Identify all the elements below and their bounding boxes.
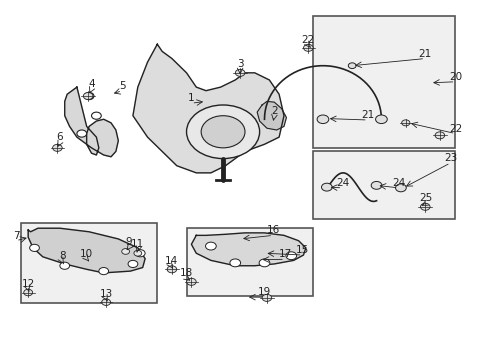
Text: 17: 17 bbox=[278, 249, 292, 259]
Circle shape bbox=[52, 144, 62, 151]
Circle shape bbox=[92, 112, 101, 119]
Text: 24: 24 bbox=[392, 178, 405, 188]
Text: 23: 23 bbox=[444, 153, 457, 163]
Text: 8: 8 bbox=[59, 251, 66, 261]
Text: 21: 21 bbox=[361, 110, 374, 120]
Text: 25: 25 bbox=[419, 193, 433, 203]
Text: 9: 9 bbox=[126, 237, 132, 247]
Text: 3: 3 bbox=[237, 59, 244, 69]
Text: 1: 1 bbox=[188, 93, 195, 103]
Text: 20: 20 bbox=[449, 72, 462, 82]
Circle shape bbox=[435, 132, 444, 139]
Circle shape bbox=[99, 267, 109, 275]
Circle shape bbox=[304, 44, 313, 51]
Text: 24: 24 bbox=[336, 178, 349, 188]
Text: 6: 6 bbox=[56, 132, 63, 143]
Circle shape bbox=[30, 244, 39, 251]
Circle shape bbox=[167, 266, 177, 273]
Circle shape bbox=[348, 63, 356, 68]
Circle shape bbox=[420, 203, 430, 210]
Polygon shape bbox=[28, 228, 145, 273]
Circle shape bbox=[122, 249, 129, 254]
Text: 2: 2 bbox=[271, 106, 277, 116]
Text: 19: 19 bbox=[258, 287, 271, 297]
Text: 5: 5 bbox=[119, 81, 125, 91]
Polygon shape bbox=[192, 233, 306, 266]
Text: 16: 16 bbox=[267, 225, 280, 235]
Circle shape bbox=[134, 250, 142, 256]
Circle shape bbox=[317, 115, 329, 123]
Text: 21: 21 bbox=[418, 49, 432, 59]
Circle shape bbox=[77, 130, 87, 137]
Circle shape bbox=[259, 259, 270, 267]
Circle shape bbox=[135, 249, 145, 257]
Circle shape bbox=[128, 260, 138, 267]
Circle shape bbox=[371, 181, 382, 189]
Text: 13: 13 bbox=[99, 289, 113, 298]
Circle shape bbox=[262, 294, 271, 301]
Text: 7: 7 bbox=[13, 231, 19, 241]
Circle shape bbox=[205, 242, 216, 250]
Circle shape bbox=[83, 93, 93, 100]
Polygon shape bbox=[65, 87, 118, 157]
Circle shape bbox=[187, 278, 196, 285]
Text: 14: 14 bbox=[164, 256, 177, 266]
Circle shape bbox=[230, 259, 241, 267]
Circle shape bbox=[402, 120, 410, 126]
Text: 22: 22 bbox=[302, 35, 315, 45]
Bar bbox=[187, 228, 313, 296]
Text: 15: 15 bbox=[296, 245, 309, 255]
Circle shape bbox=[395, 184, 406, 192]
Bar bbox=[313, 152, 455, 219]
Circle shape bbox=[321, 183, 332, 191]
Circle shape bbox=[102, 299, 111, 305]
Text: 18: 18 bbox=[180, 268, 193, 278]
Bar bbox=[313, 16, 455, 148]
Circle shape bbox=[286, 252, 296, 260]
Circle shape bbox=[187, 105, 260, 158]
Polygon shape bbox=[257, 102, 287, 130]
Text: 22: 22 bbox=[449, 123, 462, 134]
Circle shape bbox=[60, 262, 70, 269]
Text: 11: 11 bbox=[131, 239, 145, 249]
Text: 4: 4 bbox=[88, 79, 95, 89]
Circle shape bbox=[235, 69, 245, 76]
Circle shape bbox=[375, 115, 387, 123]
Circle shape bbox=[84, 93, 94, 100]
Text: 12: 12 bbox=[22, 279, 35, 289]
Circle shape bbox=[24, 289, 33, 296]
Circle shape bbox=[201, 116, 245, 148]
Text: 10: 10 bbox=[80, 249, 93, 258]
Polygon shape bbox=[133, 44, 284, 173]
Bar bbox=[21, 223, 157, 303]
